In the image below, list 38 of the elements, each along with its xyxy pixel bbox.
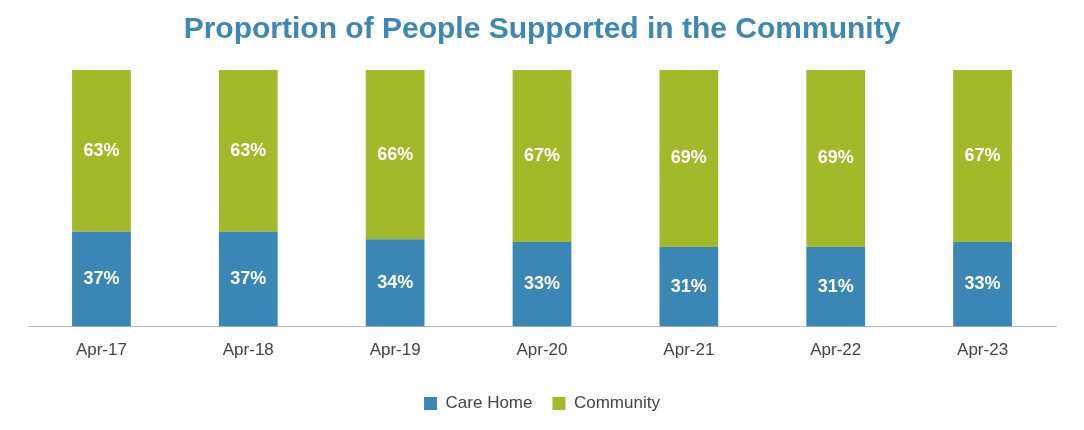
data-label: 31%: [817, 275, 854, 296]
bar: [512, 70, 572, 242]
bar: [953, 241, 1012, 327]
data-label: 33%: [964, 273, 1001, 294]
x-tick-label: Apr-19: [369, 340, 421, 360]
bar: [953, 70, 1012, 242]
x-tick-label: Apr-20: [516, 340, 568, 360]
data-label: 67%: [523, 144, 561, 165]
x-tick-label: Apr-18: [222, 340, 274, 360]
x-tick-label: Apr-22: [810, 340, 862, 360]
data-label: 33%: [523, 273, 561, 294]
data-label: 63%: [230, 139, 267, 160]
data-label: 63%: [83, 139, 120, 160]
bar: [806, 247, 866, 327]
data-label: 69%: [670, 147, 707, 168]
x-tick-label: Apr-17: [75, 340, 127, 360]
data-label: 31%: [670, 275, 707, 296]
legend-label: Community: [573, 393, 661, 413]
bar: [365, 239, 425, 327]
bar: [218, 70, 278, 232]
bar: [659, 70, 719, 248]
x-tick-label: Apr-21: [663, 340, 715, 360]
x-tick-label: Apr-23: [957, 340, 1009, 360]
data-label: 69%: [817, 147, 854, 168]
bar: [365, 70, 425, 240]
bar: [218, 231, 278, 327]
data-label: 66%: [377, 143, 414, 164]
bar: [72, 231, 131, 327]
bar: [659, 247, 719, 327]
bar: [72, 70, 131, 232]
data-label: 37%: [83, 268, 120, 289]
chart-title: Proportion of People Supported in the Community: [183, 11, 901, 45]
bar: [806, 70, 866, 248]
bar: [512, 241, 572, 327]
data-label: 34%: [377, 271, 414, 292]
data-label: 37%: [230, 268, 267, 289]
legend-label: Care Home: [445, 393, 533, 413]
data-label: 67%: [964, 144, 1001, 165]
